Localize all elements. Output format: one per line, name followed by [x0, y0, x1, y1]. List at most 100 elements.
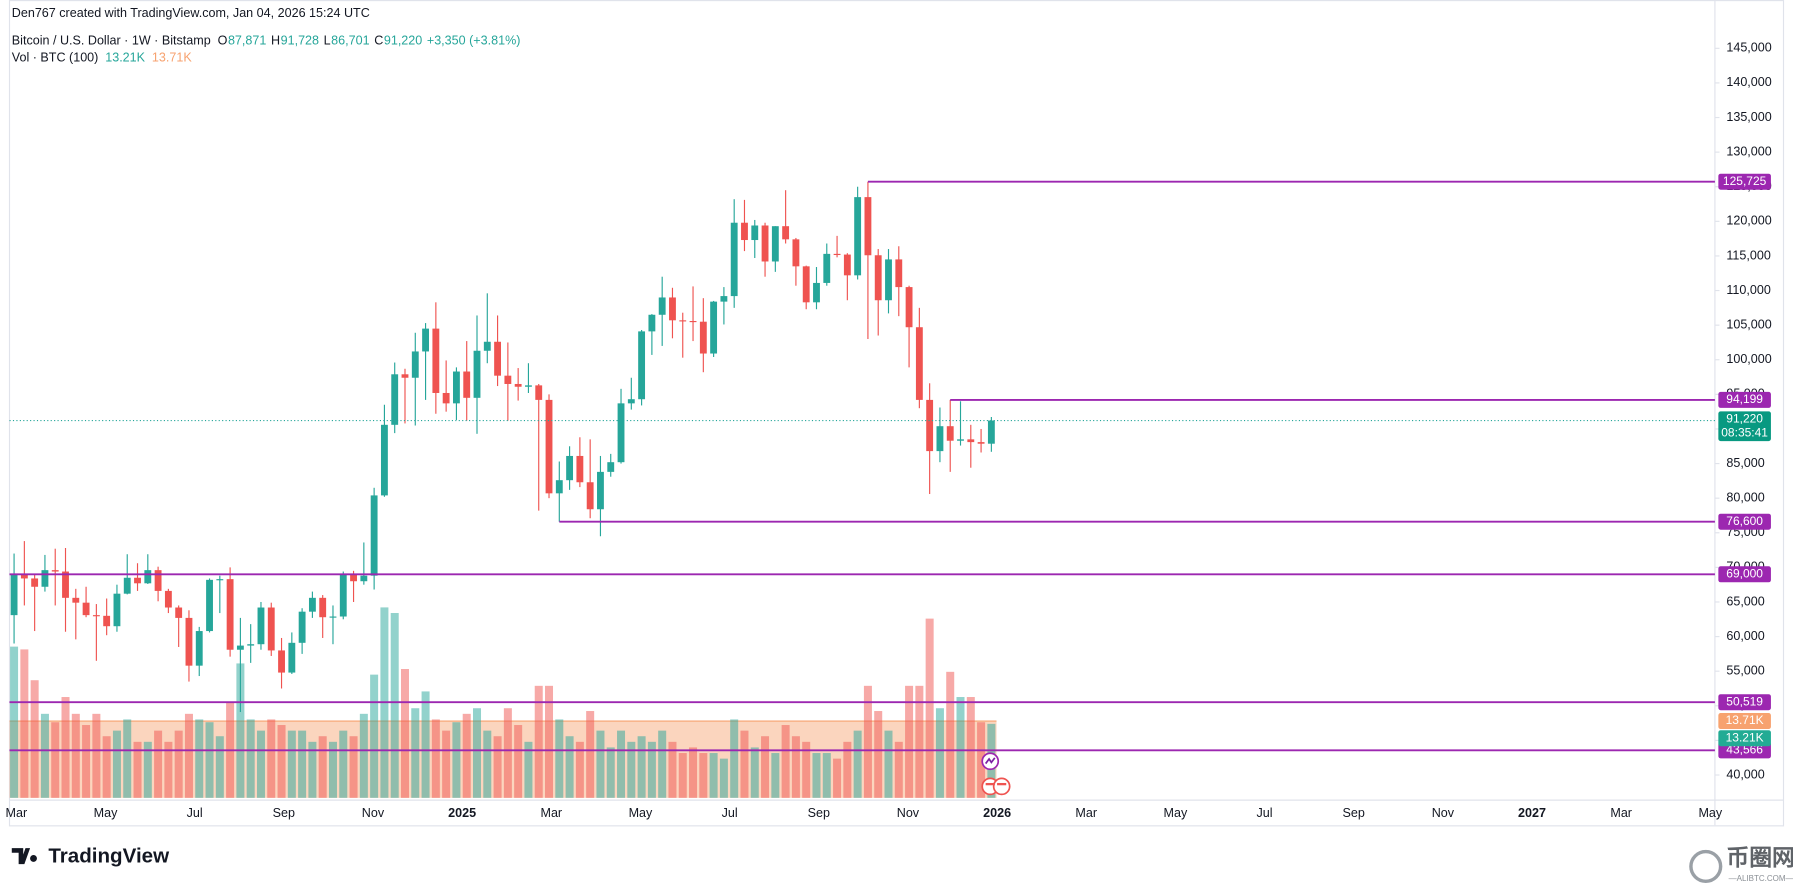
volume-bar [143, 741, 152, 798]
volume-bar [812, 753, 821, 798]
watermark: 币圈网 —ALIBTC.COM— [1689, 845, 1793, 883]
x-tick-label: Sep [808, 806, 830, 820]
candle-body [82, 602, 90, 616]
volume-bar [205, 722, 214, 798]
candle-body [20, 574, 28, 579]
volume-bar [184, 713, 193, 798]
candle-body [380, 424, 388, 496]
volume-last-tag-box [1718, 730, 1771, 747]
candle-body [329, 616, 337, 618]
level-tag-box [1718, 742, 1771, 759]
candle-body [957, 439, 964, 441]
volume-bar [195, 719, 204, 798]
candle-body [350, 574, 357, 582]
volume-bar [112, 730, 121, 798]
volume-last-tag-text: 13.21K [1726, 730, 1764, 744]
volume-bar [791, 736, 800, 798]
candle-body [669, 297, 676, 321]
candle-body [813, 282, 820, 303]
candle-body [175, 607, 183, 618]
volume-bar [473, 708, 482, 798]
x-tick-label: Nov [897, 806, 920, 820]
volume-bar [359, 713, 368, 798]
volume-bar [833, 758, 842, 798]
volume-bar [966, 697, 975, 798]
candle-body [401, 374, 409, 378]
volume-bar [10, 646, 19, 798]
volume-bar [40, 713, 49, 798]
candle-body [494, 341, 502, 376]
candle-body [771, 226, 779, 262]
volume-bar [709, 753, 718, 798]
brand-name: TradingView [48, 845, 170, 868]
candle-body [607, 462, 615, 472]
volume-bar [483, 730, 492, 798]
candle-body [679, 320, 687, 322]
volume-bar [431, 719, 440, 798]
candle-body [782, 226, 790, 240]
candle-body [72, 597, 80, 603]
x-tick-label: May [1164, 806, 1188, 820]
volume-bar [606, 747, 615, 798]
x-tick-label: May [94, 806, 118, 820]
y-tick-label: 80,000 [1726, 491, 1764, 505]
volume-bar [256, 730, 265, 798]
candle-body [31, 578, 39, 587]
volume-bar [555, 719, 564, 798]
volume-bar [678, 753, 687, 798]
volume-bar [82, 725, 91, 798]
level-tag-box [1718, 391, 1771, 408]
legend-text: 91,220 [384, 33, 422, 47]
candle-body [730, 222, 738, 297]
y-tick-label: 130,000 [1726, 144, 1771, 158]
candle-body [751, 225, 759, 241]
level-tag-box [1718, 694, 1771, 711]
candle-body [134, 577, 141, 584]
event-icon[interactable] [992, 777, 1011, 796]
candle-body [566, 455, 574, 481]
candle-body [586, 482, 594, 510]
candle-body [576, 455, 584, 483]
candle-body [699, 321, 707, 354]
level-tag-box [1718, 513, 1771, 530]
level-tag-text: 76,600 [1726, 514, 1763, 528]
candle-body [226, 579, 234, 650]
candle-body [339, 574, 347, 617]
volume-bar [977, 722, 986, 798]
candle-body [473, 350, 481, 398]
x-tick-label: Mar [1075, 806, 1097, 820]
y-tick-label: 55,000 [1726, 664, 1764, 678]
volume-bar [133, 741, 142, 798]
candle-body [144, 570, 152, 584]
volume-bar [30, 680, 39, 798]
candle-body [802, 266, 810, 303]
volume-bar [318, 736, 327, 798]
candle-body [319, 597, 327, 618]
level-tag-text: 125,725 [1723, 174, 1767, 188]
volume-bar [647, 741, 656, 798]
x-tick-label: Jul [1257, 806, 1273, 820]
candle-body [627, 399, 635, 404]
y-tick-label: 135,000 [1726, 110, 1771, 124]
candle-body [51, 570, 59, 572]
candle-body [164, 590, 172, 608]
volume-bar [946, 671, 955, 798]
candle-body [360, 575, 368, 582]
candle-body [885, 259, 892, 301]
candle-body [422, 328, 429, 352]
volume-bar [699, 753, 708, 798]
volume-bar [370, 674, 379, 798]
x-tick-label: Sep [1343, 806, 1365, 820]
volume-bar [843, 741, 852, 798]
candle-body [617, 403, 625, 463]
candle-body [946, 426, 954, 441]
candle-body [103, 615, 111, 627]
volume-ma-tag-box [1718, 713, 1771, 730]
volume-bar [863, 685, 872, 798]
x-tick-label: Mar [1610, 806, 1632, 820]
level-tag-text: 69,000 [1726, 566, 1763, 580]
candle-body [741, 222, 748, 241]
candle-body [257, 607, 265, 645]
volume-bar [719, 758, 728, 798]
volume-bar [915, 685, 924, 798]
